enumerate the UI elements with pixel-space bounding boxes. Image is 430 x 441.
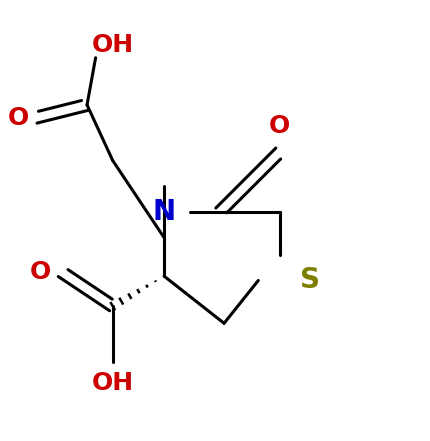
Text: OH: OH xyxy=(92,371,133,395)
Text: O: O xyxy=(268,114,290,138)
Text: O: O xyxy=(8,106,29,130)
Text: N: N xyxy=(152,198,175,226)
Text: OH: OH xyxy=(92,33,133,57)
Text: O: O xyxy=(29,260,50,284)
Text: S: S xyxy=(299,266,319,295)
